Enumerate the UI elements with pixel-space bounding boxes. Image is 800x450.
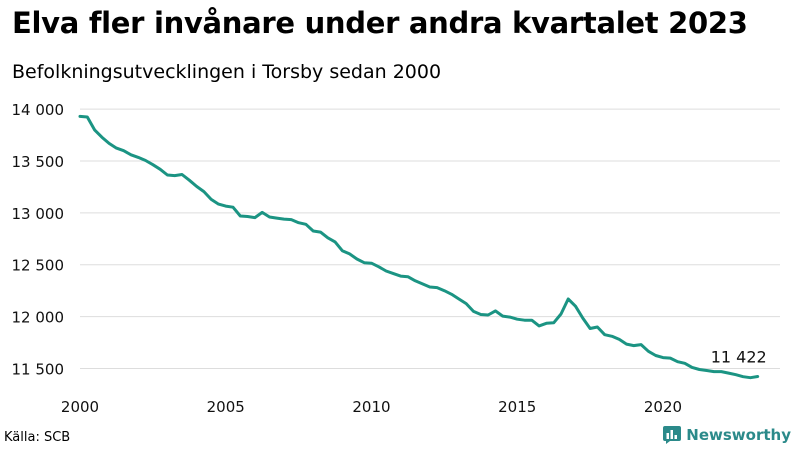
x-tick-label: 2010: [352, 398, 390, 416]
newsworthy-logo[interactable]: Newsworthy: [663, 426, 791, 444]
series-layer: [78, 114, 760, 380]
x-tick-label: 2000: [61, 398, 99, 416]
y-tick-label: 11 500: [12, 360, 65, 378]
x-tick-label: 2005: [207, 398, 245, 416]
series-line: [78, 114, 760, 380]
chart-title: Elva fler invånare under andra kvartalet…: [12, 6, 748, 40]
newsworthy-logo-text: Newsworthy: [686, 426, 791, 444]
y-tick-label: 13 000: [12, 205, 65, 223]
x-tick-label: 2020: [644, 398, 682, 416]
y-tick-label: 12 000: [12, 309, 65, 327]
x-tick-label: 2015: [498, 398, 536, 416]
source-label: Källa: SCB: [4, 430, 71, 445]
newsworthy-logo-icon: [663, 426, 682, 444]
annotation-layer: 11 422: [711, 348, 767, 367]
gridlines: [80, 108, 780, 369]
last-value-label: 11 422: [711, 348, 767, 367]
chart-subtitle: Befolkningsutvecklingen i Torsby sedan 2…: [12, 61, 442, 83]
y-tick-label: 12 500: [12, 257, 65, 275]
y-tick-label: 14 000: [12, 101, 65, 119]
y-tick-label: 13 500: [12, 153, 65, 171]
x-axis-labels: 2000 2005 2010 2015 2020: [61, 398, 682, 416]
y-axis-labels: 11 500 12 000 12 500 13 000 13 500 14 000: [12, 101, 65, 378]
